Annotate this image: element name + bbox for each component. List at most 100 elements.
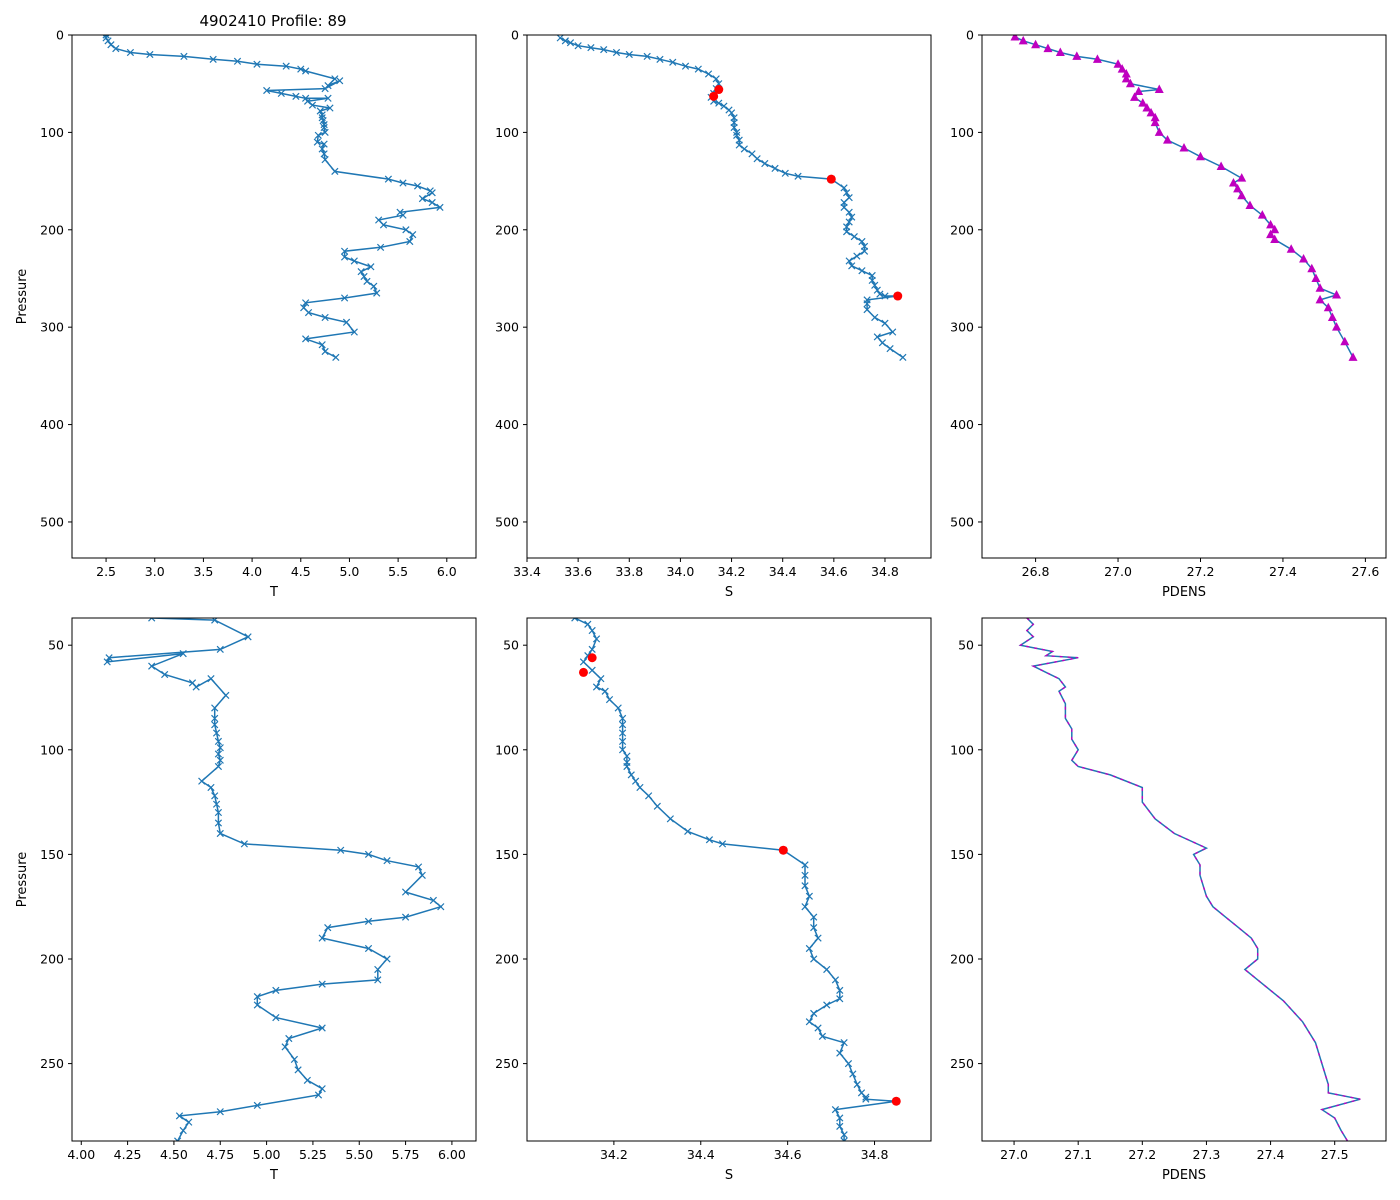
data-marker-x — [836, 995, 844, 1003]
data-marker-x — [618, 746, 627, 754]
y-tick-label: 300 — [950, 320, 974, 335]
data-marker-x — [399, 211, 407, 219]
data-marker-x — [374, 965, 382, 974]
data-marker-triangle — [1010, 35, 1020, 41]
data-marker-x — [367, 263, 375, 271]
data-marker-x — [436, 203, 444, 212]
data-marker-x — [357, 268, 365, 276]
x-tick-label: 4.00 — [67, 1147, 95, 1162]
data-marker-x — [370, 282, 378, 290]
data-marker-x — [588, 666, 596, 674]
y-axis-label: Pressure — [15, 852, 30, 908]
data-marker-x — [597, 675, 605, 683]
data-marker-x — [863, 300, 871, 308]
data-marker-x — [871, 313, 879, 322]
x-tick-label: 4.75 — [206, 1147, 234, 1162]
data-marker-triangle — [1286, 244, 1296, 253]
data-marker-x — [318, 980, 326, 988]
data-marker-x — [814, 1024, 822, 1032]
data-marker-x — [653, 802, 661, 810]
data-marker-x — [297, 65, 305, 73]
data-marker-x — [853, 1080, 861, 1089]
data-marker-triangle — [1142, 103, 1152, 112]
data-marker-x — [304, 308, 313, 317]
y-tick-label: 250 — [40, 1056, 64, 1071]
x-tick-label: 4.0 — [242, 564, 262, 579]
data-marker-x — [605, 695, 614, 704]
data-marker-x — [318, 1085, 326, 1093]
data-marker-x — [831, 1105, 840, 1114]
data-marker-x — [850, 232, 858, 241]
data-marker-triangle — [1257, 210, 1267, 219]
data-marker-x — [376, 243, 385, 251]
data-marker-x — [848, 262, 856, 270]
data-marker-x — [253, 993, 261, 1001]
x-tick-label: 2.5 — [96, 564, 116, 579]
y-axis-label: Pressure — [15, 269, 30, 325]
x-tick-label: 4.25 — [114, 1147, 142, 1162]
x-tick-label: 34.4 — [687, 1147, 715, 1162]
series-line — [559, 37, 904, 359]
x-tick-label: 3.0 — [145, 564, 165, 579]
y-tick-label: 100 — [40, 125, 64, 140]
x-tick-label: 5.00 — [253, 1147, 281, 1162]
data-marker-x — [566, 39, 575, 47]
plots-layer: 2.5 3.0 3.5 4.0 4.5 5.0 5.5 6.00100200300400500… — [15, 28, 1387, 1183]
data-marker-triangle — [1113, 59, 1123, 68]
series-line — [105, 35, 443, 359]
data-marker-x — [429, 896, 438, 905]
data-marker-x — [364, 917, 373, 925]
data-marker-x — [810, 923, 818, 932]
data-marker-x — [294, 1066, 302, 1074]
data-marker-triangle — [1092, 54, 1102, 63]
y-tick-label: 100 — [950, 125, 974, 140]
data-marker-x — [401, 913, 410, 921]
data-marker-triangle — [1121, 68, 1131, 78]
data-marker-x — [211, 721, 219, 729]
flagged-point — [578, 667, 588, 677]
data-marker-x — [592, 635, 601, 643]
data-marker-triangle — [1121, 73, 1131, 83]
data-marker-x — [340, 294, 349, 302]
data-marker-x — [331, 167, 339, 175]
y-tick-label: 400 — [950, 417, 974, 432]
data-marker-x — [331, 75, 339, 83]
y-tick-label: 200 — [40, 951, 64, 966]
data-marker-x — [669, 58, 677, 66]
data-marker-triangle — [1134, 86, 1144, 95]
data-marker-triangle — [1043, 43, 1053, 53]
data-marker-x — [308, 101, 317, 109]
data-marker-x — [340, 247, 349, 255]
data-marker-x — [810, 955, 818, 963]
data-marker-triangle — [1138, 98, 1148, 107]
x-tick-label: 34.8 — [871, 564, 899, 579]
data-marker-x — [406, 237, 414, 246]
axes-frame — [981, 617, 1387, 1142]
data-marker-triangle — [1150, 112, 1160, 122]
data-marker-x — [383, 955, 391, 963]
y-tick-label: 150 — [40, 847, 64, 862]
data-marker-x — [253, 1101, 261, 1110]
flagged-point — [893, 291, 903, 301]
x-axis-label: PDENS — [1162, 1168, 1206, 1183]
data-marker-x — [618, 714, 627, 723]
data-marker-triangle — [1266, 229, 1276, 239]
data-marker-x — [379, 221, 388, 229]
data-marker-triangle — [1327, 312, 1337, 321]
data-marker-x — [556, 35, 564, 42]
data-marker-x — [350, 257, 358, 265]
data-marker-x — [571, 618, 579, 622]
plot-area — [102, 35, 444, 361]
data-marker-triangle — [1323, 302, 1333, 312]
data-marker-x — [614, 704, 622, 712]
data-marker-x — [148, 662, 156, 670]
y-tick-label: 300 — [40, 320, 64, 335]
data-marker-x — [324, 94, 332, 102]
data-marker-x — [643, 52, 651, 61]
data-marker-x — [845, 257, 853, 265]
x-axis-label: S — [725, 585, 733, 600]
data-marker-x — [840, 1131, 848, 1139]
data-marker-x — [214, 737, 223, 746]
x-tick-label: 34.0 — [666, 564, 694, 579]
data-marker-x — [428, 189, 436, 197]
